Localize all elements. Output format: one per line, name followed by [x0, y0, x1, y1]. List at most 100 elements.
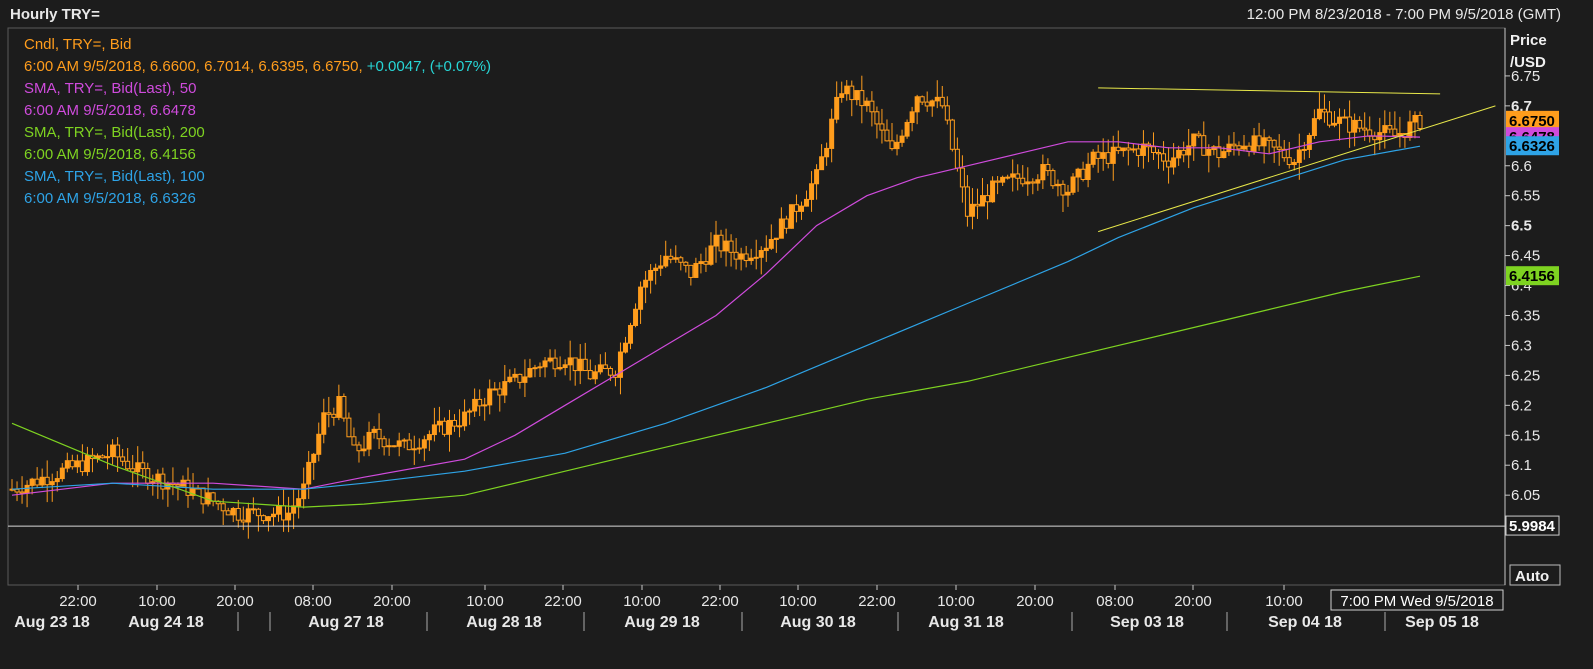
- candle-body: [29, 478, 35, 486]
- candle-body: [834, 96, 840, 120]
- candle-body: [396, 440, 402, 447]
- candle-body: [954, 148, 960, 169]
- y-axis-unit: /USD: [1510, 54, 1546, 71]
- candle-body: [1191, 133, 1197, 147]
- candle-body: [1176, 149, 1182, 159]
- candle-body: [175, 484, 181, 487]
- candle-body: [884, 129, 890, 142]
- candle-body: [532, 367, 538, 370]
- date-range: 12:00 PM 8/23/2018 - 7:00 PM 9/5/2018 (G…: [1246, 6, 1561, 23]
- candle-body: [577, 358, 583, 372]
- legend-line-1: 6:00 AM 9/5/2018, 6.6600, 6.7014, 6.6395…: [24, 56, 491, 78]
- candle-body: [924, 101, 930, 107]
- candle-body: [959, 167, 965, 188]
- y-tick-label: 6.2: [1511, 397, 1532, 414]
- price-label-box: [1506, 136, 1559, 156]
- y-tick-label: 6.5: [1511, 218, 1532, 235]
- candle-body: [1040, 164, 1046, 181]
- candle-body: [798, 205, 804, 212]
- candle-body: [120, 456, 126, 462]
- candle-body: [1236, 145, 1242, 150]
- sma-line-0: [11, 135, 1421, 496]
- candle-body: [446, 419, 452, 435]
- trendline-lower: [1098, 105, 1496, 233]
- candle-body: [1261, 137, 1267, 147]
- candle-body: [235, 508, 241, 521]
- candle-body: [100, 455, 106, 459]
- candle-body: [39, 476, 45, 486]
- candle-body: [995, 180, 1001, 183]
- candle-body: [135, 462, 141, 473]
- candle-body: [79, 460, 85, 473]
- candle-body: [582, 358, 588, 372]
- x-time-label: 10:00: [937, 593, 975, 610]
- candle-body: [1080, 168, 1086, 180]
- candle-body: [899, 135, 905, 143]
- candle-body: [306, 461, 312, 485]
- legend-line-2: SMA, TRY=, Bid(Last), 50: [24, 78, 491, 100]
- candle-body: [713, 234, 719, 247]
- candle-body: [628, 324, 634, 344]
- candle-body: [688, 264, 694, 278]
- candle-body: [1181, 149, 1187, 156]
- candle-body: [286, 512, 292, 521]
- candle-body: [1060, 183, 1066, 196]
- legend-text: 6:00 AM 9/5/2018, 6.6326: [24, 190, 196, 207]
- candle-body: [949, 119, 955, 150]
- sma-line-2: [11, 275, 1421, 508]
- candle-body: [336, 396, 342, 418]
- y-tick-label: 6.7: [1511, 98, 1532, 115]
- legend-change: +0.0047, (+0.07%): [366, 58, 492, 75]
- candle-body: [1316, 108, 1322, 120]
- candle-body: [1150, 146, 1156, 153]
- x-time-label: 10:00: [466, 593, 504, 610]
- chart-legend: Cndl, TRY=, Bid 6:00 AM 9/5/2018, 6.6600,…: [24, 34, 491, 210]
- candle-body: [617, 351, 623, 378]
- candle-body: [1291, 161, 1297, 166]
- candle-body: [653, 267, 659, 271]
- candle-body: [703, 261, 709, 265]
- candle-body: [934, 96, 940, 102]
- candle-body: [1035, 179, 1041, 184]
- candle-body: [939, 96, 945, 107]
- legend-text: 6:00 AM 9/5/2018, 6.6478: [24, 102, 196, 119]
- x-time-label: 10:00: [1265, 593, 1303, 610]
- candle-body: [1120, 147, 1126, 152]
- auto-scale-button[interactable]: [1509, 564, 1561, 586]
- legend-line-6: SMA, TRY=, Bid(Last), 100: [24, 166, 491, 188]
- candle-body: [84, 454, 90, 473]
- y-tick-label: 6.6: [1511, 158, 1532, 175]
- candle-body: [34, 478, 40, 486]
- candle-body: [105, 456, 111, 459]
- candle-body: [1140, 143, 1146, 156]
- candle-body: [969, 203, 975, 217]
- candle-body: [562, 364, 568, 369]
- legend-line-3: 6:00 AM 9/5/2018, 6.6478: [24, 100, 491, 122]
- price-label-box: [1505, 515, 1560, 536]
- x-date-label: Aug 27 18: [308, 614, 384, 631]
- candle-body: [361, 448, 367, 452]
- candle-body: [1095, 151, 1101, 159]
- candle-body: [773, 237, 779, 240]
- candle-body: [552, 357, 558, 370]
- x-time-label: 10:00: [138, 593, 176, 610]
- candle-body: [512, 373, 518, 378]
- sma-line-1: [11, 145, 1421, 490]
- candle-body: [607, 368, 613, 376]
- candle-body: [879, 123, 885, 131]
- candle-body: [1347, 116, 1353, 133]
- candle-body: [1296, 149, 1302, 163]
- candle-body: [160, 473, 166, 490]
- candle-body: [1362, 127, 1368, 131]
- candle-body: [809, 183, 815, 200]
- candle-body: [1171, 157, 1177, 168]
- candle-body: [245, 508, 251, 523]
- legend-line-4: SMA, TRY=, Bid(Last), 200: [24, 122, 491, 144]
- candle-body: [115, 444, 121, 458]
- candle-body: [492, 388, 498, 391]
- candle-body: [376, 428, 382, 440]
- candle-body: [894, 141, 900, 150]
- candle-body: [1085, 163, 1091, 180]
- candle-body: [1286, 157, 1292, 166]
